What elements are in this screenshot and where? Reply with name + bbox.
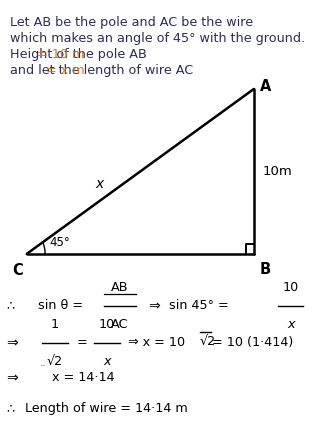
Text: ∴: ∴	[7, 299, 15, 312]
Text: ∴: ∴	[7, 402, 15, 415]
Text: √2: √2	[200, 335, 216, 348]
Text: Length of wire = 14·14 m: Length of wire = 14·14 m	[25, 402, 188, 415]
Text: ⇒: ⇒	[7, 371, 19, 385]
Text: sin 45° =: sin 45° =	[169, 299, 228, 312]
Text: = x m: = x m	[46, 64, 85, 77]
Text: ⇒: ⇒	[149, 299, 161, 313]
Text: C: C	[13, 263, 23, 279]
Text: x: x	[103, 355, 111, 368]
Text: x: x	[95, 177, 103, 191]
Text: ⇒ x = 10: ⇒ x = 10	[128, 336, 185, 349]
Text: Height of the pole AB: Height of the pole AB	[10, 48, 151, 61]
Text: √2: √2	[47, 355, 63, 368]
Text: ¨: ¨	[40, 365, 46, 375]
Text: = 10 (1·414): = 10 (1·414)	[212, 336, 293, 349]
Text: and let the length of wire AC: and let the length of wire AC	[10, 64, 197, 77]
Text: 10: 10	[99, 318, 115, 331]
Text: B: B	[260, 262, 271, 277]
Text: 1: 1	[51, 318, 59, 331]
Text: Let AB be the pole and AC be the wire: Let AB be the pole and AC be the wire	[10, 16, 253, 29]
Text: 10: 10	[283, 281, 299, 294]
Text: AB: AB	[111, 281, 128, 294]
Text: which makes an angle of 45° with the ground.: which makes an angle of 45° with the gro…	[10, 32, 305, 45]
Text: 45°: 45°	[49, 236, 70, 249]
Text: = 10 m: = 10 m	[37, 48, 84, 61]
Text: sin θ =: sin θ =	[38, 299, 84, 312]
Text: A: A	[260, 79, 271, 94]
Text: AC: AC	[111, 318, 128, 331]
Text: 10m: 10m	[262, 165, 292, 178]
Text: =: =	[76, 336, 87, 349]
Text: x: x	[287, 318, 294, 331]
Text: ⇒: ⇒	[7, 336, 19, 350]
Text: x = 14·14: x = 14·14	[52, 371, 114, 384]
